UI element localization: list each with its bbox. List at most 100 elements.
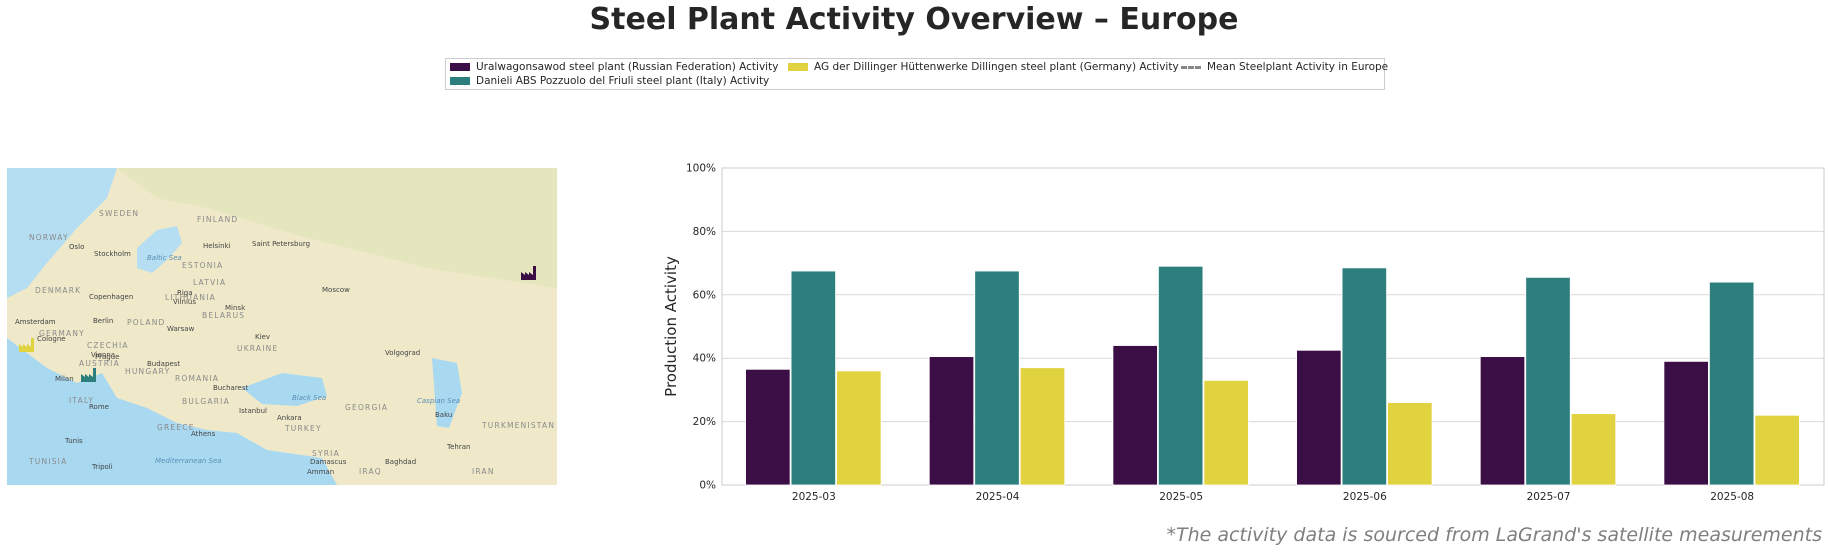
y-tick-label: 100% bbox=[686, 163, 716, 175]
map-country-label: TUNISIA bbox=[28, 457, 67, 466]
map-sea-label: Black Sea bbox=[292, 394, 326, 402]
map-country-label: GERMANY bbox=[39, 329, 85, 338]
bar bbox=[1663, 360, 1709, 486]
legend-item-mean: Mean Steelplant Activity in Europe bbox=[1181, 61, 1388, 73]
map-city-label: Vilnius bbox=[173, 298, 196, 306]
map-country-label: SYRIA bbox=[312, 449, 340, 458]
map-city-label: Tripoli bbox=[91, 463, 113, 471]
page-title: Steel Plant Activity Overview – Europe bbox=[589, 2, 1239, 37]
map-city-label: Copenhagen bbox=[89, 293, 133, 301]
x-tick-label: 2025-03 bbox=[792, 491, 836, 503]
map-city-label: Volgograd bbox=[385, 349, 420, 357]
map-country-label: IRAQ bbox=[359, 467, 382, 476]
map-city-label: Prague bbox=[95, 353, 119, 361]
map-country-label: DENMARK bbox=[35, 286, 81, 295]
footnote: *The activity data is sourced from LaGra… bbox=[1166, 524, 1822, 546]
map-city-label: Athens bbox=[191, 430, 216, 438]
map-country-label: TURKMENISTAN bbox=[481, 421, 555, 430]
map-country-label: IRAN bbox=[472, 467, 495, 476]
bar bbox=[1203, 379, 1249, 486]
bar bbox=[928, 356, 975, 486]
map-sea-label: Mediterranean Sea bbox=[155, 457, 222, 465]
map-land-north bbox=[117, 168, 557, 288]
map-sea-caspian bbox=[432, 358, 462, 428]
map-city-label: Tunis bbox=[64, 437, 83, 445]
map-country-label: BELARUS bbox=[202, 311, 245, 320]
map-sea-label: Caspian Sea bbox=[417, 397, 460, 405]
map-city-label: Stockholm bbox=[94, 250, 131, 258]
plot-frame bbox=[721, 167, 1825, 486]
legend-item-dillinger: AG der Dillinger Hüttenwerke Dillingen s… bbox=[788, 61, 1179, 73]
bar bbox=[1019, 367, 1066, 486]
map-country-label: LATVIA bbox=[193, 278, 226, 287]
x-tick-label: 2025-05 bbox=[1159, 491, 1203, 503]
y-tick-label: 80% bbox=[693, 226, 716, 238]
map-city-label: Amman bbox=[307, 468, 334, 476]
factory-icon-danieli bbox=[81, 368, 96, 382]
bar bbox=[745, 368, 791, 486]
map-country-label: POLAND bbox=[127, 318, 166, 327]
map-city-label: Rome bbox=[89, 403, 109, 411]
bar bbox=[1525, 276, 1571, 486]
legend-item-uralwagonsawod: Uralwagonsawod steel plant (Russian Fede… bbox=[450, 61, 778, 73]
map-country-label: HUNGARY bbox=[125, 367, 170, 376]
map-country-label: BULGARIA bbox=[182, 397, 230, 406]
bar bbox=[1570, 413, 1617, 486]
bar bbox=[1479, 356, 1526, 486]
map-city-label: Minsk bbox=[225, 304, 246, 312]
legend-swatch-uralwagonsawod bbox=[450, 63, 470, 71]
map-city-label: Istanbul bbox=[239, 407, 267, 415]
map-country-label: ESTONIA bbox=[182, 261, 223, 270]
map-city-label: Vienna bbox=[91, 351, 115, 359]
legend-item-danieli: Danieli ABS Pozzuolo del Friuli steel pl… bbox=[450, 75, 769, 87]
map-city-label: Damascus bbox=[310, 458, 347, 466]
map-country-label: ROMANIA bbox=[175, 374, 219, 383]
x-tick-label: 2025-04 bbox=[976, 491, 1020, 503]
map-country-label: AUSTRIA bbox=[79, 359, 120, 368]
y-tick-label: 60% bbox=[693, 289, 716, 301]
map-city-label: Ankara bbox=[277, 414, 302, 422]
legend-label-mean: Mean Steelplant Activity in Europe bbox=[1207, 61, 1389, 73]
bar bbox=[1341, 267, 1387, 486]
factory-icon-uralwagonsawod bbox=[521, 266, 536, 280]
map-country-label: CZECHIA bbox=[87, 341, 129, 350]
bar bbox=[1296, 349, 1342, 486]
map-city-label: Riga bbox=[177, 289, 193, 297]
map-country-label: FINLAND bbox=[197, 215, 238, 224]
map-city-label: Moscow bbox=[322, 286, 350, 294]
y-tick-label: 40% bbox=[693, 353, 716, 365]
map-sea-north bbox=[7, 168, 117, 298]
map-city-label: Cologne bbox=[37, 335, 66, 343]
factory-icon-dillinger bbox=[19, 338, 34, 352]
legend-swatch-dillinger bbox=[788, 63, 808, 71]
legend-dashed-line-mean bbox=[1181, 65, 1201, 69]
map-city-label: Berlin bbox=[93, 317, 113, 325]
bar bbox=[790, 270, 836, 486]
map-country-label: TURKEY bbox=[284, 424, 322, 433]
bar bbox=[974, 270, 1020, 486]
legend-label-uralwagonsawod: Uralwagonsawod steel plant (Russian Fede… bbox=[476, 61, 779, 73]
map-city-label: Oslo bbox=[69, 243, 84, 251]
bar bbox=[1387, 402, 1433, 486]
map-city-label: Saint Petersburg bbox=[252, 240, 310, 248]
map-country-label: GEORGIA bbox=[345, 403, 388, 412]
map-country-label: NORWAY bbox=[29, 233, 69, 242]
legend-swatch-danieli bbox=[450, 77, 470, 85]
map-city-label: Amsterdam bbox=[15, 318, 56, 326]
map-country-label: GREECE bbox=[157, 423, 195, 432]
map-city-label: Helsinki bbox=[203, 242, 231, 250]
map-country-label: LITHUANIA bbox=[165, 293, 216, 302]
map-city-label: Kiev bbox=[255, 333, 270, 341]
map-city-label: Baku bbox=[435, 411, 452, 419]
map-city-label: Milan bbox=[55, 375, 74, 383]
map-sea-mediterranean bbox=[7, 338, 337, 485]
europe-map: SWEDEN FINLAND NORWAY ESTONIA LATVIA LIT… bbox=[7, 168, 557, 485]
map-sea-label: Baltic Sea bbox=[147, 254, 182, 262]
map-sea-baltic bbox=[137, 226, 182, 273]
map-country-label: ITALY bbox=[69, 396, 94, 405]
legend-label-dillinger: AG der Dillinger Hüttenwerke Dillingen s… bbox=[814, 61, 1179, 73]
bar bbox=[1158, 265, 1204, 486]
map-city-label: Budapest bbox=[147, 360, 180, 368]
map-city-label: Tehran bbox=[446, 443, 470, 451]
x-tick-label: 2025-08 bbox=[1710, 491, 1754, 503]
